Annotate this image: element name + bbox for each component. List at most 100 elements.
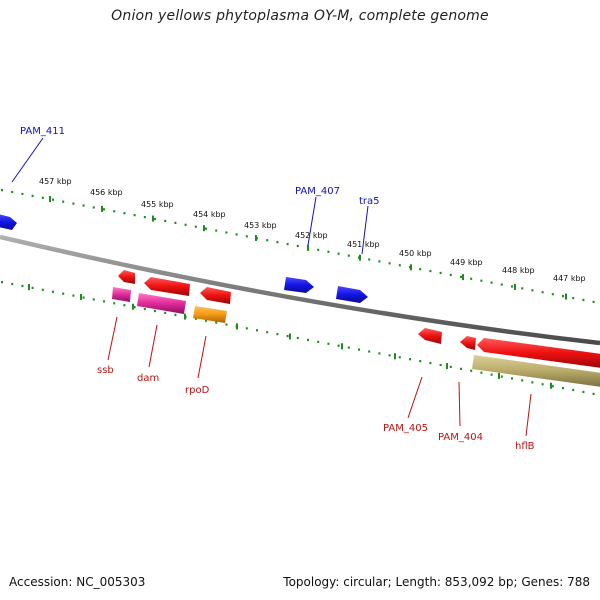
upper-minor-tick [92,206,95,209]
scale-label-453: 453 kbp [244,221,277,230]
upper-minor-tick [21,192,24,196]
upper-minor-tick [511,285,513,288]
label-tra5: tra5 [359,196,380,207]
upper-minor-tick [460,275,462,278]
upper-minor-tick [398,264,401,267]
lower-minor-tick [388,354,391,357]
scale-label-449: 449 kbp [450,258,483,267]
leader-rpoD [197,335,207,379]
lower-minor-tick [62,292,65,295]
label-PAM-407: PAM_407 [295,186,340,197]
leader-ssb [107,316,118,361]
lower-minor-tick [347,346,350,349]
upper-minor-tick [225,231,228,234]
lower-minor-tick [398,356,401,359]
lower-minor-tick [449,365,452,369]
leader-PAM-411 [11,137,44,183]
lower-minor-tick [1,281,3,284]
lower-minor-tick [419,360,422,363]
upper-minor-tick [500,283,503,286]
lower-minor-tick [500,375,503,378]
scale-ticks-lower [1,281,595,395]
lower-minor-tick [245,327,248,330]
upper-minor-tick [62,200,65,203]
upper-minor-tick [205,227,207,230]
lower-minor-tick [103,300,105,303]
label-hflB: hflB [515,441,535,452]
accession-label: Accession: NC_005303 [9,575,146,589]
lower-minor-tick [582,390,585,394]
upper-minor-tick [266,239,269,242]
upper-minor-tick [41,196,44,199]
lower-minor-tick [113,302,116,305]
upper-minor-tick [551,293,554,296]
scale-label-452: 452 kbp [295,231,328,240]
lower-minor-tick [205,319,207,322]
upper-minor-tick [490,281,493,284]
upper-minor-tick [419,268,422,271]
genome-stats: Topology: circular; Length: 853,092 bp; … [283,575,590,589]
lower-minor-tick [174,313,177,316]
upper-minor-tick [562,295,564,298]
lower-minor-tick [225,323,228,326]
lower-minor-tick [337,344,340,347]
lower-minor-tick [154,309,156,313]
lower-minor-tick [11,282,14,286]
upper-minor-tick [388,262,391,265]
upper-minor-tick [31,194,34,197]
lower-minor-tick [307,338,309,342]
lower-minor-tick [266,331,269,334]
upper-minor-tick [378,260,381,263]
lower-minor-tick [439,363,442,367]
scale-label-454: 454 kbp [193,210,226,219]
lower-minor-tick [164,311,167,315]
lower-minor-tick [490,373,493,376]
upper-minor-tick [72,202,75,205]
lower-minor-tick [551,385,554,388]
upper-minor-tick [541,291,544,294]
gene-dam-product [137,293,186,314]
upper-minor-tick [470,277,473,280]
lower-minor-tick [52,290,54,293]
upper-minor-tick [582,298,585,302]
label-ssb: ssb [97,365,114,376]
upper-minor-tick [235,233,238,236]
lower-minor-tick [41,288,44,291]
upper-minor-tick [143,215,146,219]
lower-minor-tick [358,348,360,351]
lower-minor-tick [480,371,483,374]
gene-ssb-product [112,287,131,302]
upper-minor-tick [296,244,299,248]
genome-backbone [0,234,600,346]
lower-minor-tick [470,369,473,372]
label-dam: dam [137,373,159,384]
lower-minor-tick [296,336,299,340]
label-PAM-405: PAM_405 [383,423,428,434]
upper-minor-tick [429,269,432,273]
lower-minor-tick [215,321,218,324]
scale-label-447: 447 kbp [553,274,586,283]
upper-minor-tick [215,229,218,232]
lower-minor-tick [21,284,24,288]
gene-forward-1 [284,277,314,293]
upper-minor-tick [154,217,156,221]
upper-minor-tick [449,273,452,277]
leader-PAM-407 [307,196,317,246]
upper-minor-tick [317,248,320,251]
lower-minor-tick [521,379,524,382]
lower-minor-tick [409,358,411,361]
lower-minor-tick [31,286,34,289]
upper-minor-tick [337,252,340,255]
upper-minor-tick [521,287,524,290]
lower-minor-tick [572,388,575,392]
scale-label-450: 450 kbp [399,249,432,258]
lower-minor-tick [511,377,513,380]
lower-minor-tick [541,383,544,386]
upper-minor-tick [133,214,136,217]
gene-hflB-product [472,355,600,387]
lower-minor-tick [429,361,432,365]
upper-minor-tick [276,241,279,244]
label-PAM-404: PAM_404 [438,432,483,443]
lower-minor-tick [143,307,146,311]
